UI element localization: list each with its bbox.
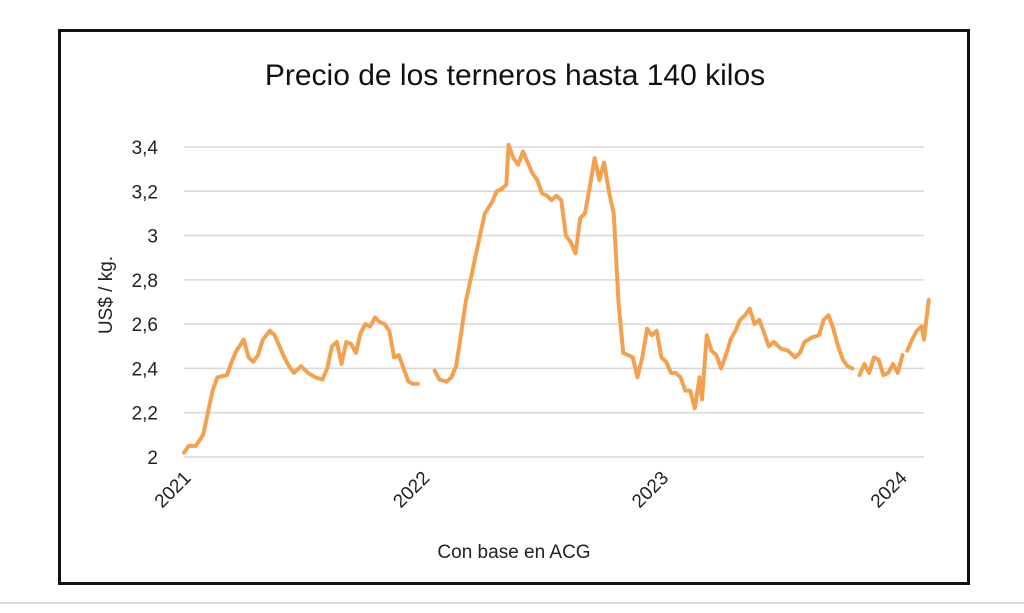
y-tick-label: 2: [147, 448, 158, 469]
y-tick-label: 2,6: [132, 315, 158, 336]
x-tick-label: 2023: [628, 468, 673, 513]
price-line-segment-2: [857, 353, 905, 378]
gridlines: [184, 146, 924, 458]
y-tick-label: 2,2: [132, 404, 158, 425]
x-tick-label: 2021: [151, 468, 196, 513]
x-axis-label: Con base en ACG: [437, 542, 590, 563]
x-tick-label: 2022: [389, 468, 434, 513]
price-line-segment-1: [432, 142, 855, 411]
x-axis-ticks: 2021 2022 2023 2024: [151, 467, 912, 512]
y-tick-label: 2,4: [132, 359, 159, 380]
y-axis-ticks: 2 2,2 2,4 2,6 2,8 3 3,2 3,4: [132, 138, 159, 469]
price-line-segment-0: [182, 315, 420, 455]
page-bottom-rule: [0, 602, 1024, 604]
y-axis-label: US$ / kg.: [96, 256, 117, 334]
y-tick-label: 3: [147, 227, 158, 248]
series-lines: [182, 142, 931, 455]
x-tick-label: 2024: [867, 467, 912, 512]
y-tick-label: 2,8: [132, 271, 158, 292]
chart-title: Precio de los terneros hasta 140 kilos: [265, 59, 765, 92]
y-tick-label: 3,2: [132, 182, 158, 203]
price-line-segment-3: [905, 297, 931, 353]
y-tick-label: 3,4: [132, 138, 159, 159]
chart-frame: [58, 29, 970, 585]
